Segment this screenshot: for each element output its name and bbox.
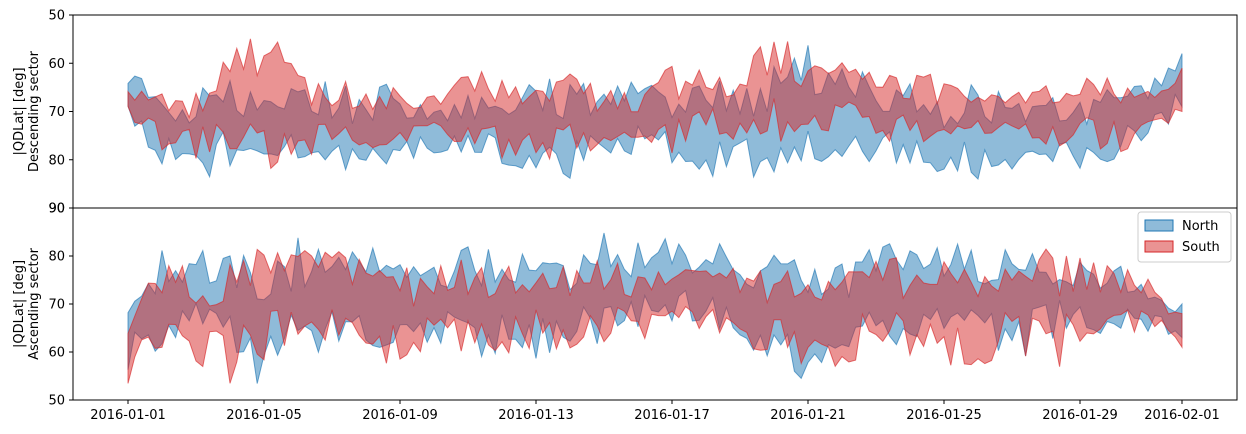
descending-ylabel: |QDLat| [deg]	[12, 67, 27, 155]
ascending-ylabel-sector: Ascending sector	[27, 247, 42, 360]
legend-label-south: South	[1182, 240, 1220, 255]
y-tick-label: 50	[48, 394, 65, 409]
x-tick-label: 2016-01-05	[226, 408, 302, 423]
descending-panel: 50 60 70 80 90 |QDLat| [deg] Descending sect…	[12, 9, 1238, 217]
x-tick-label: 2016-01-25	[906, 408, 982, 423]
x-tick-label: 2016-01-01	[90, 408, 166, 423]
x-tick-label: 2016-01-29	[1042, 408, 1118, 423]
x-tick-label: 2016-01-09	[362, 408, 438, 423]
legend-swatch-south	[1144, 240, 1174, 253]
ascending-y-ticks: 50 60 70 80 90	[48, 202, 73, 409]
y-tick-label: 90	[48, 202, 65, 217]
y-tick-label: 60	[48, 57, 65, 72]
x-tick-label: 2016-02-01	[1144, 408, 1220, 423]
x-tick-label: 2016-01-21	[770, 408, 846, 423]
legend-swatch-north	[1144, 219, 1174, 232]
y-tick-label: 60	[48, 346, 65, 361]
ascending-x-ticks: 2016-01-01 2016-01-05 2016-01-09 2016-01-13…	[90, 400, 1220, 423]
x-tick-label: 2016-01-17	[634, 408, 710, 423]
ascending-plot-area	[127, 232, 1183, 384]
y-tick-label: 70	[48, 105, 65, 120]
band-south-descending	[127, 38, 1183, 170]
band-south-ascending	[127, 248, 1183, 384]
descending-plot-area	[127, 38, 1183, 180]
y-tick-label: 90	[48, 202, 65, 217]
descending-y-ticks: 50 60 70 80 90	[48, 9, 73, 217]
legend-label-north: North	[1182, 219, 1218, 234]
x-tick-label: 2016-01-13	[498, 408, 574, 423]
ascending-ylabel: |QDLat| [deg]	[12, 260, 27, 348]
legend: North South	[1137, 211, 1232, 263]
descending-ylabel-sector: Descending sector	[27, 50, 42, 172]
y-tick-label: 80	[48, 250, 65, 265]
y-tick-label: 70	[48, 298, 65, 313]
y-tick-label: 50	[48, 9, 65, 24]
y-tick-label: 80	[48, 153, 65, 168]
